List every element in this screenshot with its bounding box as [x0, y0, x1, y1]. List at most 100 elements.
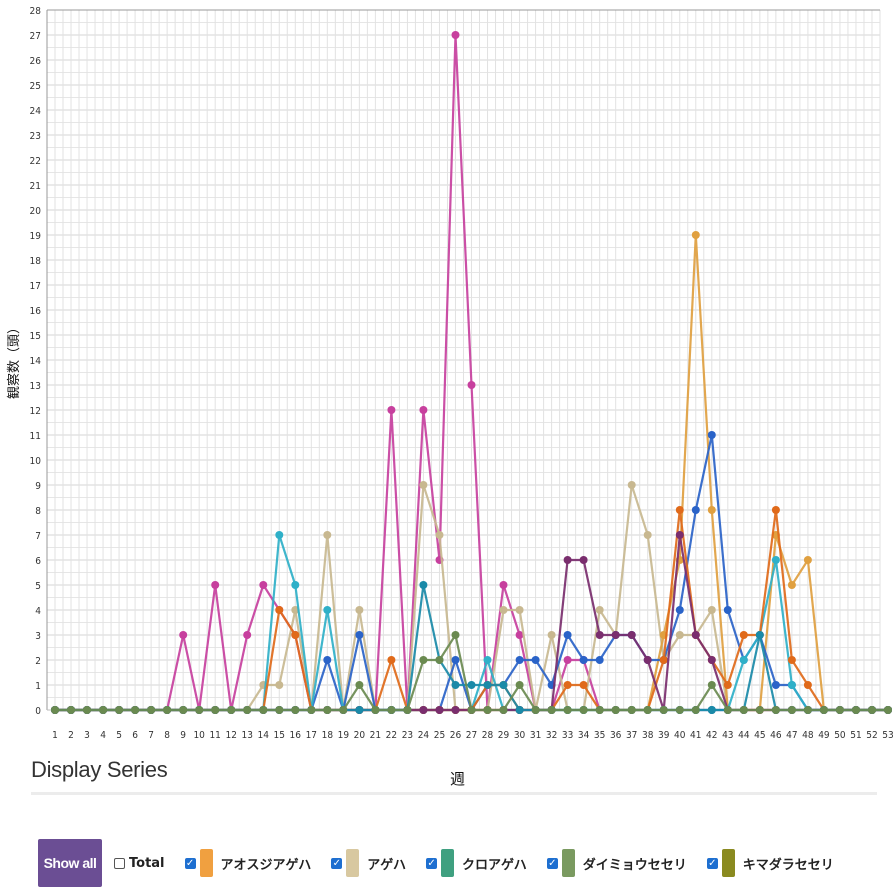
data-point[interactable]: [483, 656, 492, 664]
data-point[interactable]: [275, 706, 284, 714]
data-point[interactable]: [515, 706, 524, 714]
data-point[interactable]: [259, 706, 268, 714]
data-point[interactable]: [211, 581, 220, 589]
legend-item-4[interactable]: ✓ ダイミョウセセリ: [546, 849, 687, 877]
data-point[interactable]: [707, 506, 716, 514]
data-point[interactable]: [275, 531, 284, 539]
legend-checkbox[interactable]: ✓: [184, 857, 196, 869]
data-point[interactable]: [643, 531, 652, 539]
data-point[interactable]: [691, 506, 700, 514]
data-point[interactable]: [643, 706, 652, 714]
data-point[interactable]: [387, 406, 396, 414]
legend-item-1[interactable]: ✓ アオスジアゲハ: [184, 849, 311, 877]
data-point[interactable]: [515, 681, 524, 689]
data-point[interactable]: [771, 706, 780, 714]
data-point[interactable]: [291, 631, 300, 639]
data-point[interactable]: [659, 656, 668, 664]
data-point[interactable]: [499, 681, 508, 689]
data-point[interactable]: [611, 631, 620, 639]
data-point[interactable]: [563, 681, 572, 689]
data-point[interactable]: [787, 656, 796, 664]
data-point[interactable]: [579, 681, 588, 689]
data-point[interactable]: [483, 681, 492, 689]
data-point[interactable]: [819, 706, 828, 714]
data-point[interactable]: [707, 606, 716, 614]
data-point[interactable]: [435, 656, 444, 664]
data-point[interactable]: [627, 481, 636, 489]
data-point[interactable]: [707, 706, 716, 714]
data-point[interactable]: [419, 706, 428, 714]
data-point[interactable]: [211, 706, 220, 714]
data-point[interactable]: [691, 231, 700, 239]
data-point[interactable]: [323, 706, 332, 714]
data-point[interactable]: [771, 506, 780, 514]
data-point[interactable]: [387, 706, 396, 714]
data-point[interactable]: [403, 706, 412, 714]
data-point[interactable]: [515, 656, 524, 664]
data-point[interactable]: [627, 631, 636, 639]
legend-item-0[interactable]: Total: [114, 856, 165, 871]
data-point[interactable]: [707, 681, 716, 689]
data-point[interactable]: [435, 531, 444, 539]
data-point[interactable]: [355, 606, 364, 614]
data-point[interactable]: [771, 681, 780, 689]
data-point[interactable]: [195, 706, 204, 714]
data-point[interactable]: [579, 556, 588, 564]
data-point[interactable]: [723, 606, 732, 614]
data-point[interactable]: [99, 706, 108, 714]
data-point[interactable]: [435, 706, 444, 714]
data-point[interactable]: [868, 706, 876, 714]
data-point[interactable]: [547, 706, 556, 714]
data-point[interactable]: [707, 431, 716, 439]
data-point[interactable]: [355, 631, 364, 639]
data-point[interactable]: [275, 681, 284, 689]
data-point[interactable]: [467, 381, 476, 389]
data-point[interactable]: [451, 681, 460, 689]
data-point[interactable]: [884, 706, 892, 714]
data-point[interactable]: [675, 631, 684, 639]
data-point[interactable]: [419, 581, 428, 589]
data-point[interactable]: [771, 556, 780, 564]
data-point[interactable]: [451, 631, 460, 639]
data-point[interactable]: [691, 631, 700, 639]
legend-item-5[interactable]: ✓ キマダラセセリ: [706, 849, 834, 877]
legend-checkbox[interactable]: ✓: [546, 857, 558, 869]
data-point[interactable]: [852, 706, 860, 714]
data-point[interactable]: [595, 606, 604, 614]
data-point[interactable]: [419, 481, 428, 489]
data-point[interactable]: [323, 531, 332, 539]
data-point[interactable]: [339, 706, 348, 714]
data-point[interactable]: [675, 706, 684, 714]
data-point[interactable]: [307, 706, 316, 714]
data-point[interactable]: [675, 531, 684, 539]
data-point[interactable]: [355, 681, 364, 689]
data-point[interactable]: [739, 631, 748, 639]
data-point[interactable]: [115, 706, 124, 714]
data-point[interactable]: [755, 706, 764, 714]
data-point[interactable]: [803, 556, 812, 564]
data-point[interactable]: [451, 706, 460, 714]
data-point[interactable]: [547, 631, 556, 639]
data-point[interactable]: [723, 681, 732, 689]
data-point[interactable]: [675, 606, 684, 614]
data-point[interactable]: [163, 706, 172, 714]
data-point[interactable]: [355, 706, 364, 714]
data-point[interactable]: [563, 656, 572, 664]
data-point[interactable]: [659, 706, 668, 714]
data-point[interactable]: [467, 706, 476, 714]
data-point[interactable]: [419, 406, 428, 414]
data-point[interactable]: [595, 706, 604, 714]
data-point[interactable]: [787, 581, 796, 589]
data-point[interactable]: [755, 631, 764, 639]
legend-checkbox[interactable]: ✓: [426, 857, 438, 869]
data-point[interactable]: [243, 706, 252, 714]
data-point[interactable]: [803, 706, 812, 714]
data-point[interactable]: [723, 706, 732, 714]
data-point[interactable]: [275, 606, 284, 614]
data-point[interactable]: [323, 606, 332, 614]
data-point[interactable]: [515, 606, 524, 614]
data-point[interactable]: [499, 581, 508, 589]
data-point[interactable]: [531, 656, 540, 664]
legend-item-3[interactable]: ✓ クロアゲハ: [426, 849, 527, 877]
data-point[interactable]: [419, 656, 428, 664]
